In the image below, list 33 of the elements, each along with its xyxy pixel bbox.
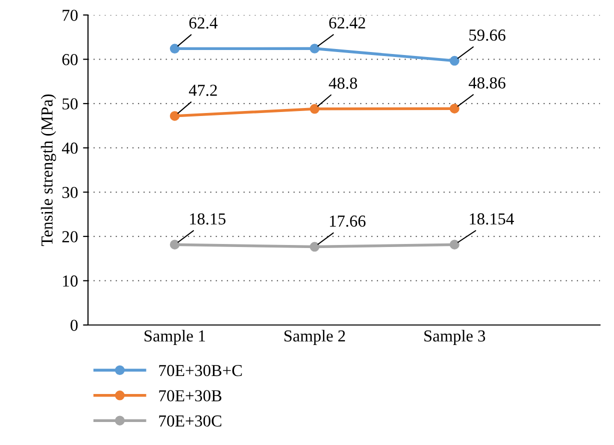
x-tick-label: Sample 1	[144, 330, 205, 345]
point	[310, 104, 320, 114]
data-label: 62.42	[329, 17, 366, 29]
y-tick-label: 70	[62, 10, 78, 21]
point	[170, 111, 180, 121]
y-tick-label: 40	[62, 142, 78, 154]
data-label: 48.8	[328, 78, 358, 89]
data-label: 17.66	[330, 216, 366, 227]
y-axis-title: Tensile strength (MPa)	[40, 94, 56, 246]
y-tick-label: 60	[62, 54, 78, 66]
y-tick-label: 50	[62, 98, 78, 110]
point	[450, 56, 460, 66]
point	[310, 44, 320, 54]
point	[310, 242, 320, 252]
x-tick-label: Sample 2	[284, 330, 345, 345]
legend-label: 70E+30B	[159, 390, 222, 402]
y-tick-label: 10	[63, 275, 78, 287]
y-tick-label: 0	[70, 320, 78, 331]
data-label: 18.15	[190, 213, 226, 225]
point	[450, 240, 460, 250]
point	[170, 240, 180, 250]
y-tick-label: 30	[62, 186, 78, 198]
y-tick-label: 20	[62, 231, 78, 242]
data-label: 47.2	[188, 84, 217, 96]
data-label: 62.4	[189, 17, 218, 29]
legend-label: 70E+30C	[159, 415, 222, 427]
point	[170, 44, 180, 54]
data-label: 48.86	[468, 77, 506, 89]
point	[450, 104, 460, 114]
data-label: 59.66	[469, 30, 506, 41]
data-label: 18.154	[470, 213, 514, 225]
legend-label: 70E+30B+C	[159, 364, 242, 376]
x-tick-label: Sample 3	[424, 330, 486, 345]
